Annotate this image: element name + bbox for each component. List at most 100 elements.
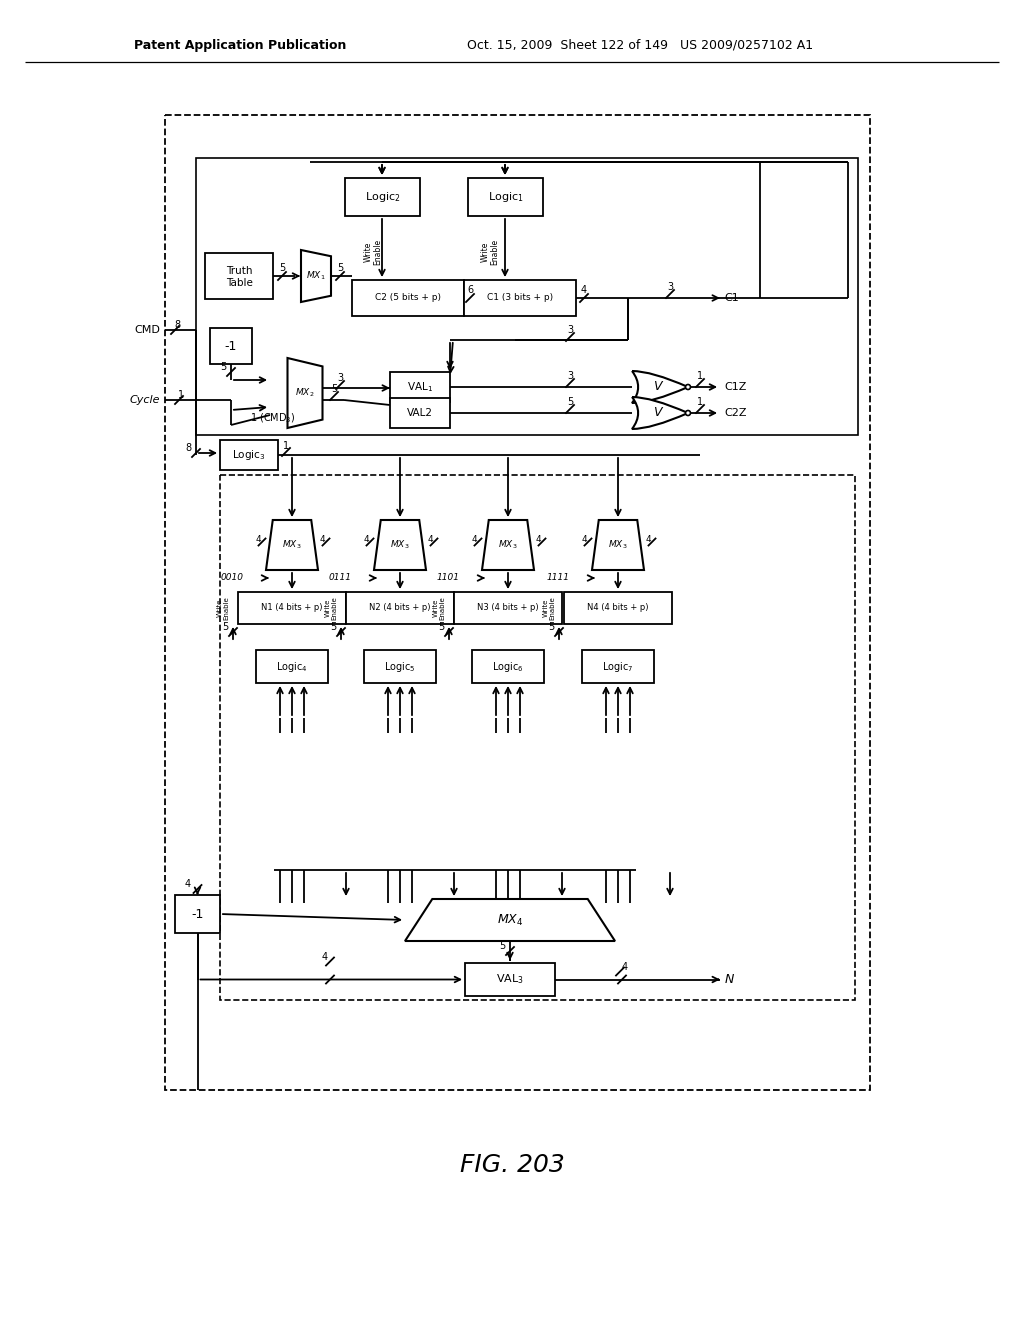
Text: 1 (CMD$_3$): 1 (CMD$_3$) [250,412,296,425]
Text: 5: 5 [438,622,444,632]
Text: 4: 4 [184,879,190,888]
Text: Truth: Truth [225,267,252,276]
Circle shape [685,411,690,416]
Text: MX$_3$: MX$_3$ [390,539,410,552]
Text: 4: 4 [582,536,587,544]
Text: 4: 4 [536,536,541,544]
Text: VAL2: VAL2 [407,408,433,418]
Bar [210,327,252,364]
Text: 5: 5 [330,622,336,632]
Text: 3: 3 [667,282,673,292]
Text: Oct. 15, 2009  Sheet 122 of 149   US 2009/0257102 A1: Oct. 15, 2009 Sheet 122 of 149 US 2009/0… [467,38,813,51]
Text: 0010: 0010 [221,573,244,582]
Polygon shape [288,358,323,428]
Text: 4: 4 [471,536,477,544]
Text: MX$_4$: MX$_4$ [497,912,523,928]
Bar [364,649,436,682]
Text: C2Z: C2Z [724,408,746,418]
Bar [564,591,672,624]
Polygon shape [592,520,644,570]
Text: C1: C1 [724,293,738,304]
Bar [175,895,220,933]
Text: -1: -1 [225,339,238,352]
Text: C1 (3 bits + p): C1 (3 bits + p) [487,293,553,302]
Bar [582,649,654,682]
Text: 5: 5 [222,622,228,632]
Text: 6: 6 [467,285,473,294]
Bar [345,178,420,216]
Text: 5: 5 [279,263,285,273]
Text: FIG. 203: FIG. 203 [460,1152,564,1177]
Text: Logic$_4$: Logic$_4$ [276,660,308,673]
Text: 4: 4 [364,536,369,544]
Text: MX$_1$: MX$_1$ [306,269,326,282]
Text: Write
Enable: Write Enable [364,239,383,265]
Text: Write
Enable: Write Enable [216,597,229,620]
Text: 5: 5 [337,263,343,273]
Text: 5: 5 [220,362,226,372]
Text: N3 (4 bits + p): N3 (4 bits + p) [477,603,539,612]
Bar [472,649,544,682]
Text: 1101: 1101 [437,573,460,582]
Bar [220,475,855,1001]
Polygon shape [406,899,615,941]
Polygon shape [374,520,426,570]
Text: 4: 4 [622,961,628,972]
Text: Cycle: Cycle [129,395,160,405]
Bar [464,280,575,315]
Text: 1: 1 [697,371,703,381]
Text: VAL$_1$: VAL$_1$ [407,380,433,393]
Circle shape [685,384,690,389]
Text: V: V [653,380,662,393]
Text: 4: 4 [427,536,433,544]
Bar [256,649,328,682]
Text: 4: 4 [645,536,651,544]
Text: V: V [653,407,662,420]
Bar [352,280,464,315]
Text: MX$_3$: MX$_3$ [608,539,628,552]
Text: Patent Application Publication: Patent Application Publication [134,38,346,51]
Polygon shape [482,520,534,570]
Bar [346,591,454,624]
Text: 1: 1 [697,397,703,407]
Text: Write
Enable: Write Enable [325,597,338,620]
Polygon shape [301,249,331,302]
Text: 4: 4 [319,536,325,544]
Text: C1Z: C1Z [724,381,746,392]
Bar [454,591,562,624]
Text: 5: 5 [567,397,573,407]
Text: 1111: 1111 [547,573,570,582]
Bar [205,253,273,300]
PathPatch shape [632,371,688,403]
Bar [238,591,346,624]
Text: 4: 4 [255,536,261,544]
Bar [390,399,450,428]
Polygon shape [266,520,318,570]
Text: Logic$_2$: Logic$_2$ [365,190,400,205]
Text: N1 (4 bits + p): N1 (4 bits + p) [261,603,323,612]
Text: 1: 1 [283,441,289,451]
Text: 0111: 0111 [329,573,352,582]
Text: Logic$_3$: Logic$_3$ [232,447,266,462]
Text: C2 (5 bits + p): C2 (5 bits + p) [375,293,441,302]
Text: N2 (4 bits + p): N2 (4 bits + p) [370,603,431,612]
Text: Table: Table [225,279,253,288]
Text: 3: 3 [567,325,573,335]
Text: CMD: CMD [134,325,160,335]
PathPatch shape [632,397,688,429]
Bar [468,178,543,216]
Text: N: N [725,973,734,986]
Text: 4: 4 [322,952,328,961]
Text: Write
Enable: Write Enable [480,239,500,265]
Bar [465,964,555,997]
Text: Write
Enable: Write Enable [432,597,445,620]
Text: 1: 1 [178,389,184,400]
Text: Write
Enable: Write Enable [543,597,555,620]
Text: 5: 5 [331,384,337,393]
Bar [165,115,870,1090]
Bar [220,440,278,470]
Text: Logic$_1$: Logic$_1$ [487,190,523,205]
Bar [390,372,450,403]
Text: -1: -1 [191,908,204,920]
Text: MX$_2$: MX$_2$ [295,387,314,399]
